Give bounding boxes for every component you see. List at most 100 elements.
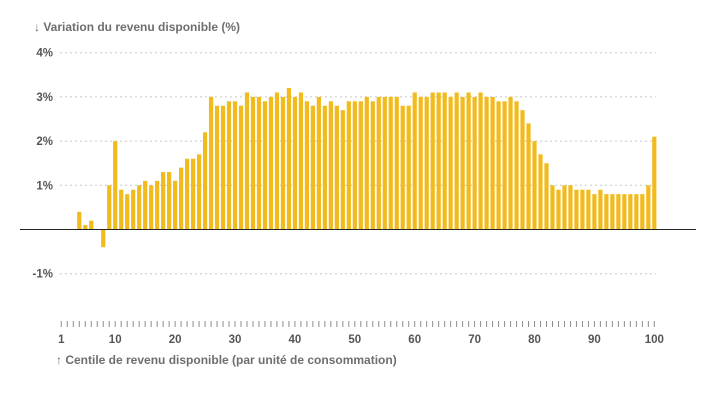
bar: [358, 101, 363, 230]
bar: [131, 189, 136, 230]
x-tick-label: 50: [348, 334, 361, 346]
y-tick-label: -1%: [33, 269, 53, 281]
y-tick-label: 2%: [36, 136, 53, 148]
bar: [598, 189, 603, 230]
bar: [173, 180, 178, 230]
x-tick-label: 1: [58, 334, 65, 346]
bar: [370, 101, 375, 230]
bar: [442, 92, 447, 230]
y-axis-title: ↓ Variation du revenu disponible (%): [34, 20, 240, 34]
bar: [502, 101, 507, 230]
bar: [161, 172, 166, 230]
x-tick-label: 100: [645, 334, 664, 346]
bars: [77, 88, 657, 248]
bar: [574, 189, 579, 230]
bar: [143, 180, 148, 230]
bar: [586, 189, 591, 230]
bar: [89, 220, 94, 230]
bar: [220, 105, 226, 230]
bar: [137, 185, 142, 230]
x-tick-label: 30: [229, 334, 242, 346]
bar: [496, 101, 501, 230]
x-tick-label: 20: [169, 334, 182, 346]
bar: [556, 189, 561, 230]
bar: [550, 185, 555, 230]
bar: [568, 185, 573, 230]
bar: [418, 96, 423, 230]
bar: [514, 101, 519, 230]
bar: [538, 154, 543, 230]
bar: [652, 136, 657, 230]
bar: [628, 194, 633, 230]
bar: [119, 189, 124, 230]
bar: [406, 105, 411, 230]
bar: [208, 96, 214, 230]
bar: [226, 101, 232, 230]
bar: [328, 101, 333, 230]
x-tick-label: 80: [528, 334, 541, 346]
bar: [460, 96, 465, 230]
bar: [646, 185, 651, 230]
bar: [544, 163, 549, 230]
bar: [412, 92, 417, 230]
bar: [244, 92, 250, 230]
gridlines: [60, 52, 656, 275]
bar: [179, 167, 184, 230]
bar: [346, 101, 351, 230]
bar: [77, 211, 82, 230]
bar: [430, 92, 435, 230]
y-axis-labels: 4% 3% 2% 1% -1%: [33, 48, 53, 281]
bar: [490, 96, 495, 230]
x-tick-label: 10: [109, 334, 122, 346]
bar: [256, 96, 262, 230]
bar: [214, 105, 220, 230]
bar: [424, 96, 429, 230]
bar: [394, 96, 399, 230]
x-axis-title: ↑ Centile de revenu disponible (par unit…: [56, 353, 397, 367]
bar: [478, 92, 483, 230]
bar: [388, 96, 393, 230]
x-tick-label: 70: [468, 334, 481, 346]
bar: [268, 96, 274, 230]
x-tick-label: 40: [289, 334, 302, 346]
bar: [113, 141, 118, 230]
bar: [238, 105, 244, 230]
bar: [634, 194, 639, 230]
bar: [466, 92, 471, 230]
bar: [364, 96, 369, 230]
bar: [520, 110, 525, 230]
bar: [376, 96, 381, 230]
bar: [149, 185, 154, 230]
bar: [274, 92, 280, 230]
bar: [604, 194, 609, 230]
bar: [592, 194, 597, 230]
bar: [167, 172, 172, 230]
y-tick-label: 3%: [36, 92, 53, 104]
bar: [83, 225, 88, 230]
bar: [310, 105, 315, 230]
bar: [484, 96, 489, 230]
bar: [316, 96, 321, 230]
bar: [400, 105, 405, 230]
bar: [454, 92, 459, 230]
bar: [340, 110, 345, 230]
bar: [352, 101, 357, 230]
x-tick-label: 60: [408, 334, 421, 346]
bar: [322, 105, 327, 230]
bar: [107, 185, 112, 230]
bar: [292, 96, 298, 230]
bar: [334, 105, 339, 230]
bar: [196, 154, 202, 230]
bar: [250, 96, 256, 230]
bar: [532, 141, 537, 230]
x-axis-labels: 1 10 20 30 40 50 60 70 80 90 100: [58, 334, 664, 346]
bar: [101, 229, 106, 248]
bar: [640, 194, 645, 230]
bar: [190, 158, 196, 230]
bar: [448, 96, 453, 230]
bar: [508, 96, 513, 230]
bar: [382, 96, 387, 230]
bar: [580, 189, 585, 230]
bar: [562, 185, 567, 230]
